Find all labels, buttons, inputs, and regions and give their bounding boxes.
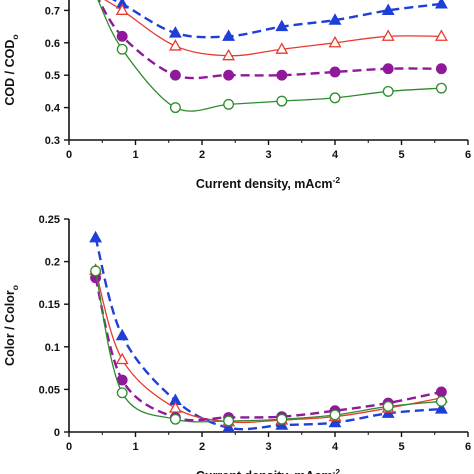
x-axis-label: Current density, mAcm-2: [196, 175, 340, 191]
y-axis-label-subscript: o: [10, 285, 20, 290]
data-point: [382, 63, 394, 75]
x-tick-label: 5: [398, 441, 404, 453]
data-point: [169, 69, 181, 81]
data-point: [435, 395, 447, 407]
data-point: [329, 409, 341, 421]
y-axis-label-text: Color / Color: [3, 290, 17, 366]
data-point: [116, 387, 128, 399]
x-tick-label: 2: [199, 149, 205, 161]
x-tick-label: 3: [265, 149, 271, 161]
y-tick-label: 0.5: [45, 70, 60, 82]
y-axis-label-subscript: o: [10, 34, 20, 39]
data-point: [89, 230, 103, 243]
data-point: [275, 19, 289, 32]
data-point: [116, 374, 128, 386]
data-point: [381, 29, 395, 41]
data-point: [222, 420, 236, 433]
data-point: [168, 26, 182, 38]
data-point: [328, 13, 342, 25]
y-tick-label: 0.3: [45, 135, 60, 147]
data-point: [434, 402, 448, 414]
x-axis-label-superscript: -2: [333, 175, 341, 185]
data-point: [168, 39, 182, 51]
x-tick-label: 4: [332, 149, 339, 161]
x-tick-label: 6: [465, 149, 471, 161]
series-line-3: [97, 0, 442, 112]
x-axis-label: Current density, mAcm-2: [196, 467, 340, 474]
data-point: [169, 102, 181, 114]
y-tick-label: 0.7: [45, 5, 60, 17]
x-axis-label-text: Current density, mAcm: [196, 177, 333, 191]
data-point: [169, 413, 181, 425]
color-ratio-chart: 0 1 2 3 4 5 6 0 0.05 0.1 0.15 0.2 0.25 Current densit…: [3, 214, 471, 474]
data-point: [328, 415, 342, 428]
x-tick-label: 1: [132, 149, 138, 161]
x-tick-label: 6: [465, 441, 471, 453]
data-point: [115, 3, 129, 15]
y-tick-label: 0.1: [45, 342, 60, 354]
y-tick-label: 0.6: [45, 38, 60, 50]
data-point: [168, 401, 182, 413]
cod-ratio-chart: 0 1 2 3 4 5 6 0.3 0.4 0.5 0.6 0.7 Current density, m…: [3, 0, 471, 191]
x-tick-label: 1: [132, 441, 138, 453]
x-tick-label: 0: [66, 441, 72, 453]
data-point: [276, 95, 288, 107]
data-point: [90, 265, 102, 277]
x-tick-label: 4: [332, 441, 339, 453]
data-point: [382, 85, 394, 97]
y-tick-label: 0.4: [45, 103, 61, 115]
data-point: [381, 3, 395, 15]
data-point: [115, 352, 129, 365]
data-point: [115, 328, 129, 341]
data-point: [116, 43, 128, 55]
x-tick-label: 3: [265, 441, 271, 453]
x-tick-label: 2: [199, 441, 205, 453]
y-tick-label: 0.2: [45, 257, 60, 269]
data-point: [434, 29, 448, 41]
y-tick-label: 0.15: [39, 299, 60, 311]
data-point: [276, 69, 288, 81]
x-axis-label-text: Current density, mAcm: [196, 469, 333, 474]
series-line-0: [111, 0, 442, 39]
x-tick-label: 0: [66, 149, 72, 161]
data-point: [435, 386, 447, 398]
data-point: [276, 413, 288, 425]
y-tick-label: 0.05: [39, 384, 60, 396]
y-tick-label: 0.25: [39, 214, 60, 226]
y-axis-label: Color / Coloro: [3, 285, 20, 366]
data-point: [116, 30, 128, 42]
y-axis-label: COD / CODo: [3, 34, 20, 105]
data-point: [329, 92, 341, 104]
x-axis-label-superscript: -2: [333, 467, 341, 474]
data-point: [329, 66, 341, 78]
data-point: [328, 35, 342, 48]
data-point: [223, 98, 235, 110]
data-point: [382, 400, 394, 412]
data-point: [435, 63, 447, 75]
series-line-2: [97, 0, 442, 80]
data-point: [222, 48, 236, 61]
data-point: [223, 415, 235, 427]
data-point: [434, 0, 448, 9]
y-tick-label: 0: [54, 427, 60, 439]
data-point: [223, 69, 235, 81]
y-axis-label-text: COD / COD: [3, 40, 17, 106]
x-tick-label: 5: [398, 149, 404, 161]
data-point: [275, 42, 289, 54]
data-point: [435, 82, 447, 94]
data-point: [222, 29, 236, 41]
